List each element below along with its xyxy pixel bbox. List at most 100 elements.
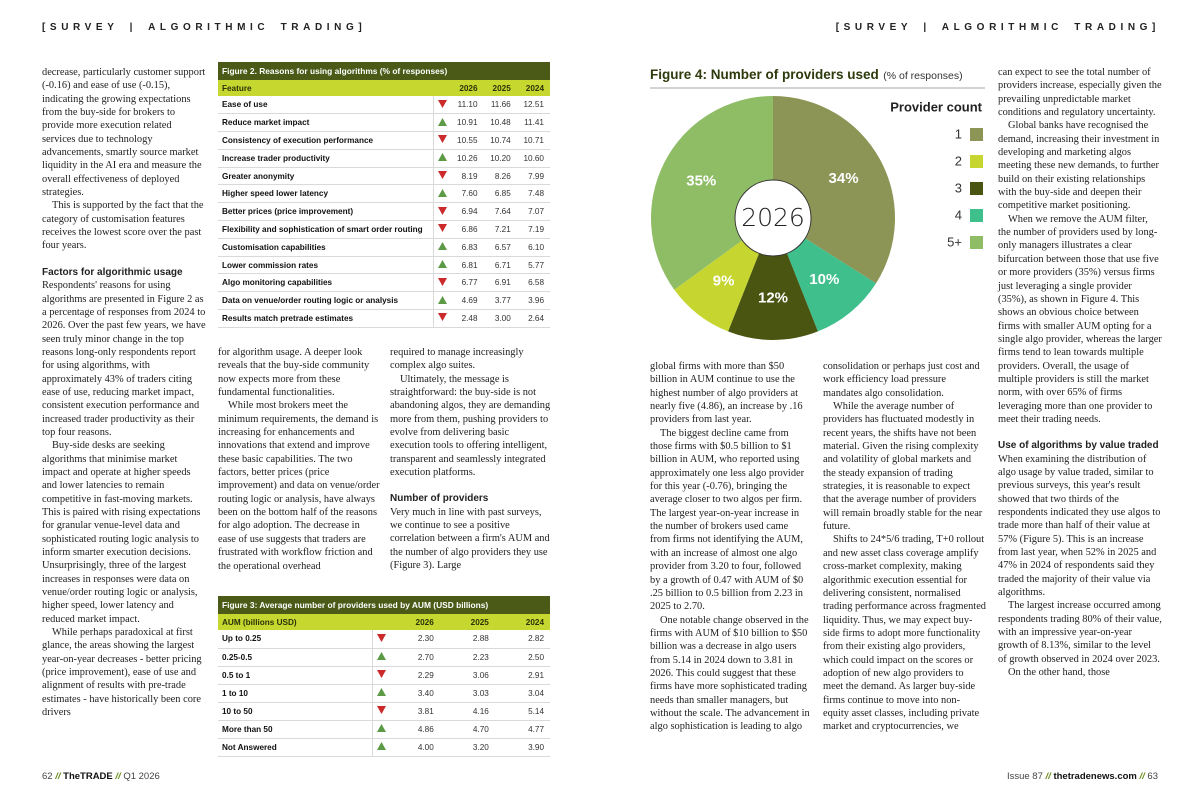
trend-cell (433, 184, 451, 204)
value-cell: 10.20 (483, 149, 517, 168)
value-cell: 7.21 (483, 220, 517, 239)
arrow-shape (376, 688, 386, 696)
trend-cell (433, 273, 451, 293)
value-cell: 10.60 (516, 149, 550, 168)
trend-cell (372, 666, 389, 685)
text-column: can expect to see the total number of pr… (998, 66, 1162, 679)
row-label: More than 50 (218, 720, 373, 739)
figure-table: Figure 2. Reasons for using algorithms (… (218, 62, 550, 328)
trend-up-arrow (376, 688, 386, 696)
trend-cell (433, 202, 451, 222)
arrow-shape (438, 117, 448, 126)
value-cell: 6.81 (450, 256, 484, 275)
value-cell: 6.57 (483, 238, 517, 257)
trend-cell (372, 738, 389, 757)
section-heading: Number of providers (390, 493, 489, 505)
row-label: Increase trader productivity (218, 149, 435, 168)
value-cell: 3.06 (439, 666, 495, 685)
value-cell: 6.77 (450, 273, 484, 293)
value-cell: 3.03 (439, 684, 495, 703)
value-cell: 2.82 (494, 630, 550, 649)
legend-title: Provider count (890, 99, 982, 114)
pie-slice (728, 218, 818, 340)
column-header: Feature (218, 80, 434, 96)
text-column: consolidation or perhaps just cost and w… (823, 360, 986, 734)
table-row: Not Answered 4.00 3.20 3.90 (218, 738, 550, 757)
trend-cell (433, 167, 451, 186)
row-label: Not Answered (218, 738, 373, 757)
table-row: Data on venue/order routing logic or ana… (218, 291, 550, 311)
column-header: 2025 (439, 614, 495, 630)
trend-cell (372, 702, 389, 721)
trend-cell (433, 309, 451, 328)
arrow-shape (376, 633, 386, 642)
paragraph: global firms with more than $50 billion … (650, 361, 803, 426)
row-label: Consistency of execution performance (218, 131, 435, 150)
row-label: Algo monitoring capabilities (218, 273, 435, 293)
text-column: global firms with more than $50 billion … (650, 360, 810, 734)
paragraph: The biggest decline came from those firm… (650, 427, 805, 613)
separator: // (115, 771, 121, 782)
trend-down-arrow (376, 633, 386, 642)
legend-label: 2 (955, 153, 962, 168)
trend-up-arrow (438, 242, 448, 251)
trend-down-arrow (438, 99, 448, 108)
trend-down-arrow (438, 224, 448, 233)
section-heading: Use of algorithms by value traded (998, 440, 1159, 452)
value-cell: 6.94 (450, 202, 484, 222)
value-cell: 6.85 (483, 184, 517, 204)
issue: Q1 2026 (123, 771, 160, 782)
arrow-shape (438, 153, 448, 162)
slice-label: 12% (758, 289, 788, 306)
arrow-shape (438, 224, 448, 233)
paragraph: When we remove the AUM filter, the numbe… (998, 213, 1162, 425)
row-label: Greater anonymity (218, 167, 435, 186)
legend-label: 3 (955, 180, 962, 195)
value-cell: 7.19 (516, 220, 550, 239)
value-cell: 2.30 (388, 630, 440, 649)
value-cell: 3.81 (388, 702, 440, 721)
text-column: for algorithm usage. A deeper look revea… (218, 346, 380, 573)
header-row: AUM (billions USD) 2026 2025 2024 (218, 614, 550, 630)
table-row: Results match pretrade estimates 2.48 3.00… (218, 309, 550, 328)
paragraph: While most brokers meet the minimum requ… (218, 400, 380, 572)
value-cell: 10.26 (450, 149, 484, 168)
row-label: 0.25-0.5 (218, 648, 373, 667)
value-cell: 4.00 (388, 738, 440, 757)
table-row: Reduce market impact 10.91 10.48 11.41 (218, 113, 550, 133)
paragraph: Very much in line with past surveys, we … (390, 506, 550, 572)
table-title: Figure 3: Average number of providers us… (218, 596, 550, 614)
table-row: Up to 0.25 2.30 2.88 2.82 (218, 630, 550, 649)
slice-label: 10% (809, 271, 839, 288)
trend-up-arrow (376, 742, 386, 750)
trend-down-arrow (376, 706, 386, 714)
legend-swatch (970, 182, 983, 195)
trend-cell (433, 220, 451, 239)
row-label: Reduce market impact (218, 113, 435, 133)
row-label: Customisation capabilities (218, 238, 435, 257)
header-row: Feature 2026 2025 2024 (218, 80, 550, 96)
value-cell: 4.69 (450, 291, 484, 311)
value-cell: 10.48 (483, 113, 517, 133)
table-row: Greater anonymity 8.19 8.26 7.99 (218, 167, 550, 186)
table-row: 0.25-0.5 2.70 2.23 2.50 (218, 648, 550, 667)
table-row: Increase trader productivity 10.26 10.20 10… (218, 149, 550, 168)
trend-up-arrow (438, 188, 448, 197)
slice-label: 9% (713, 273, 735, 290)
value-cell: 12.51 (516, 96, 550, 115)
column-header: 2024 (516, 80, 550, 96)
trend-up-arrow (376, 724, 386, 732)
table-row: More than 50 4.86 4.70 4.77 (218, 720, 550, 739)
trend-up-arrow (438, 153, 448, 162)
value-cell: 3.90 (494, 738, 550, 757)
paragraph: for algorithm usage. A deeper look revea… (218, 347, 370, 399)
column-header: 2026 (372, 614, 440, 630)
running-header: [SURVEY | ALGORITHMIC TRADING] (42, 22, 367, 33)
paragraph: Shifts to 24*5/6 trading, T+0 rollout an… (823, 534, 986, 733)
trend-cell (433, 238, 451, 257)
value-cell: 11.41 (516, 113, 550, 133)
value-cell: 6.83 (450, 238, 484, 257)
paragraph: The largest increase occurred among resp… (998, 600, 1162, 665)
trend-down-arrow (438, 206, 448, 215)
value-cell: 10.71 (516, 131, 550, 150)
